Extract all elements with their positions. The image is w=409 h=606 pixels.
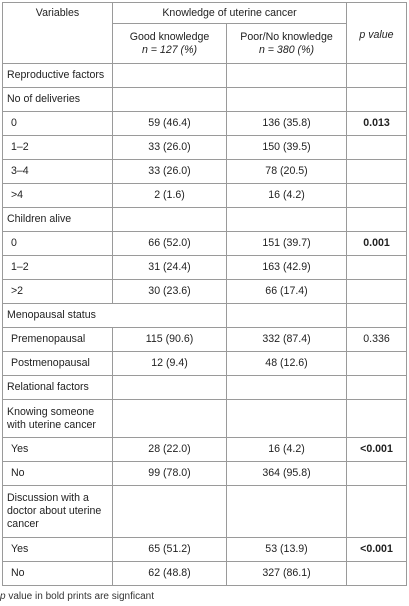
table-row: 0 59 (46.4) 136 (35.8) 0.013 <box>2 111 407 136</box>
section-row: Relational factors <box>2 375 407 400</box>
section-reproductive: Reproductive factors <box>2 63 113 88</box>
table-row: Yes 65 (51.2) 53 (13.9) <0.001 <box>2 537 407 562</box>
group-row: Discussion with a doctor about uterine c… <box>2 485 407 538</box>
section-relational: Relational factors <box>2 375 113 400</box>
header-row-bottom: Good knowledge n = 127 (%) Poor/No knowle… <box>3 23 407 64</box>
table-row: Yes 28 (22.0) 16 (4.2) <0.001 <box>2 437 407 462</box>
table-row: >4 2 (1.6) 16 (4.2) <box>2 183 407 208</box>
header-poor-knowledge: Poor/No knowledge n = 380 (%) <box>226 23 347 64</box>
group-row: Children alive <box>2 207 407 232</box>
table-row: 0 66 (52.0) 151 (39.7) 0.001 <box>2 231 407 256</box>
section-row: Reproductive factors <box>2 63 407 88</box>
header-variables: Variables <box>2 2 113 64</box>
group-knowing: Knowing someone with uterine cancer <box>2 399 113 438</box>
table-row: Premenopausal 115 (90.6) 332 (87.4) 0.33… <box>2 327 407 352</box>
table-row: 1–2 33 (26.0) 150 (39.5) <box>2 135 407 160</box>
table-row: No 99 (78.0) 364 (95.8) <box>2 461 407 486</box>
table-row: 1–2 31 (24.4) 163 (42.9) <box>2 255 407 280</box>
group-discussion: Discussion with a doctor about uterine c… <box>2 485 113 538</box>
group-children: Children alive <box>2 207 113 232</box>
table-row: 3–4 33 (26.0) 78 (20.5) <box>2 159 407 184</box>
group-row: Menopausal status <box>2 303 407 328</box>
p-value-significant: 0.001 <box>346 231 407 256</box>
group-row: No of deliveries <box>2 87 407 112</box>
table-footnote: p value in bold prints are signficant <box>0 591 154 602</box>
group-deliveries: No of deliveries <box>2 87 113 112</box>
uterine-cancer-knowledge-table: Variables Knowledge of uterine cancer p … <box>2 2 407 586</box>
p-value-significant: <0.001 <box>346 537 407 562</box>
header-p-value: p value <box>346 2 407 64</box>
table-row: No 62 (48.8) 327 (86.1) <box>2 561 407 586</box>
header-good-knowledge: Good knowledge n = 127 (%) <box>112 23 227 64</box>
p-value-significant: <0.001 <box>346 437 407 462</box>
group-row: Knowing someone with uterine cancer <box>2 399 407 438</box>
table-row: Postmenopausal 12 (9.4) 48 (12.6) <box>2 351 407 376</box>
header-row-top: Variables Knowledge of uterine cancer p … <box>2 2 407 64</box>
table-row: >2 30 (23.6) 66 (17.4) <box>2 279 407 304</box>
header-knowledge: Knowledge of uterine cancer <box>112 2 347 24</box>
group-menopausal: Menopausal status <box>2 303 113 328</box>
p-value-significant: 0.013 <box>346 111 407 136</box>
